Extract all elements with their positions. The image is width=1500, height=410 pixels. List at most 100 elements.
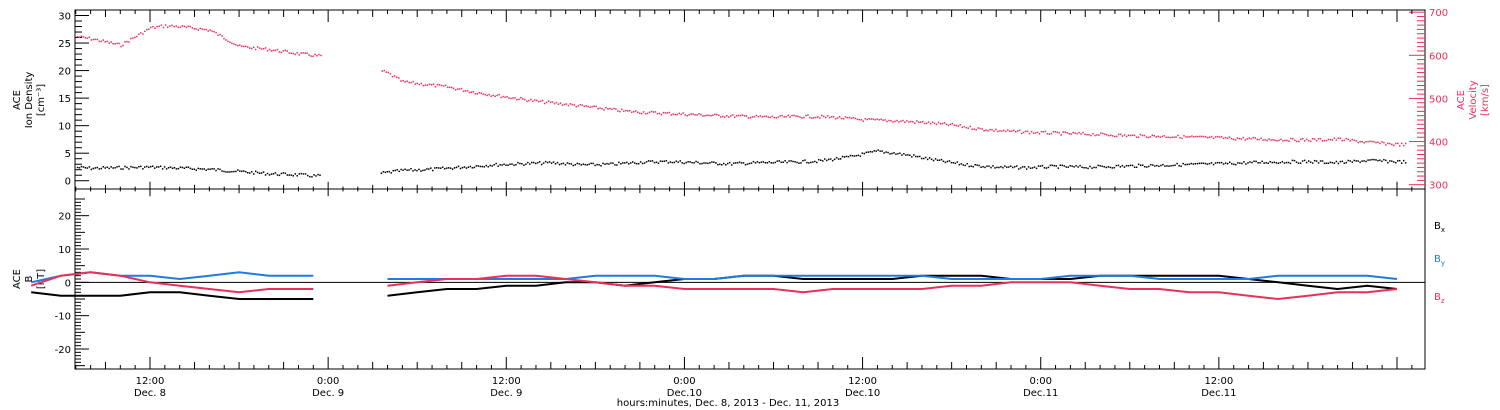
density-point [112, 167, 114, 169]
velocity-point [1357, 141, 1359, 144]
density-point [1069, 164, 1071, 167]
velocity-point [1212, 137, 1215, 140]
velocity-point [1369, 140, 1371, 143]
density-point [942, 160, 945, 163]
velocity-point [408, 81, 410, 84]
density-point [1103, 165, 1105, 168]
velocity-point [476, 93, 479, 95]
density-point [946, 160, 949, 163]
velocity-point [320, 54, 322, 57]
density-point [88, 166, 91, 168]
density-point [584, 163, 586, 166]
density-point [1235, 163, 1237, 166]
velocity-point [444, 84, 447, 87]
velocity-point [424, 84, 427, 86]
velocity-point [1040, 130, 1043, 133]
velocity-point [785, 116, 787, 118]
velocity-point [292, 52, 295, 55]
density-point [1402, 159, 1405, 162]
velocity-point [967, 127, 969, 129]
density-point [1002, 166, 1004, 169]
density-point [681, 161, 683, 164]
density-point [1365, 160, 1367, 163]
density-point [540, 163, 543, 166]
velocity-point [1068, 133, 1070, 135]
velocity-point [1113, 135, 1116, 138]
velocity-point [290, 52, 293, 55]
density-point [144, 166, 146, 168]
velocity-point [850, 117, 853, 120]
density-point [1164, 165, 1166, 167]
density-point [855, 154, 858, 157]
density-point [229, 171, 231, 173]
velocity-point [1353, 139, 1355, 142]
velocity-point [522, 98, 524, 100]
velocity-point [710, 114, 712, 117]
density-point [1133, 166, 1136, 168]
velocity-point [767, 116, 770, 118]
velocity-point [1034, 132, 1037, 134]
velocity-point [235, 44, 237, 46]
velocity-point [104, 41, 106, 43]
velocity-point [1319, 137, 1322, 140]
density-point [962, 164, 965, 166]
velocity-point [919, 121, 922, 123]
density-point [1335, 160, 1338, 163]
velocity-point [1327, 138, 1330, 141]
velocity-point [1349, 140, 1351, 142]
density-point [1160, 164, 1162, 167]
velocity-point [1153, 134, 1156, 137]
density-point [837, 158, 840, 160]
density-point [241, 170, 243, 173]
density-point [1077, 166, 1079, 168]
density-point [1313, 159, 1316, 162]
velocity-point [747, 117, 750, 119]
density-point [974, 163, 976, 166]
velocity-point [430, 84, 433, 86]
density-point [96, 166, 99, 169]
density-point [1315, 160, 1318, 162]
bottom-ytick-label: -20 [55, 345, 71, 356]
density-point [209, 168, 211, 170]
velocity-point [134, 36, 136, 39]
velocity-point [1100, 132, 1102, 134]
density-point [313, 174, 315, 176]
velocity-point [902, 119, 904, 122]
density-point [554, 163, 557, 165]
density-point [1148, 165, 1150, 168]
velocity-point [1317, 138, 1320, 140]
density-point [195, 169, 198, 171]
velocity-point [1092, 132, 1094, 135]
density-point [426, 168, 428, 170]
density-point [1210, 162, 1213, 164]
velocity-point [1167, 136, 1169, 138]
density-point [1121, 164, 1124, 167]
xtick-time-label: 0:00 [1029, 376, 1051, 387]
xtick-day-label: Dec.11 [1023, 388, 1058, 399]
density-point [697, 161, 699, 164]
velocity-point [201, 28, 203, 30]
velocity-point [1220, 136, 1223, 138]
velocity-point [993, 130, 995, 132]
velocity-point [1173, 136, 1175, 138]
velocity-point [1143, 134, 1146, 137]
density-point [171, 167, 174, 170]
velocity-point [688, 114, 690, 116]
density-point [457, 165, 460, 168]
velocity-point [656, 112, 659, 115]
density-point [245, 170, 247, 173]
velocity-point [573, 104, 576, 106]
velocity-point [553, 102, 556, 105]
velocity-point [866, 118, 869, 121]
density-point [1345, 161, 1348, 164]
right-ytick-label: 700 [1429, 8, 1448, 19]
velocity-point [983, 129, 985, 132]
density-point [272, 173, 275, 175]
density-point [849, 154, 852, 157]
density-point [270, 173, 273, 175]
velocity-point [587, 105, 589, 108]
density-point [1239, 162, 1241, 164]
velocity-point [393, 75, 396, 77]
velocity-point [735, 114, 738, 117]
